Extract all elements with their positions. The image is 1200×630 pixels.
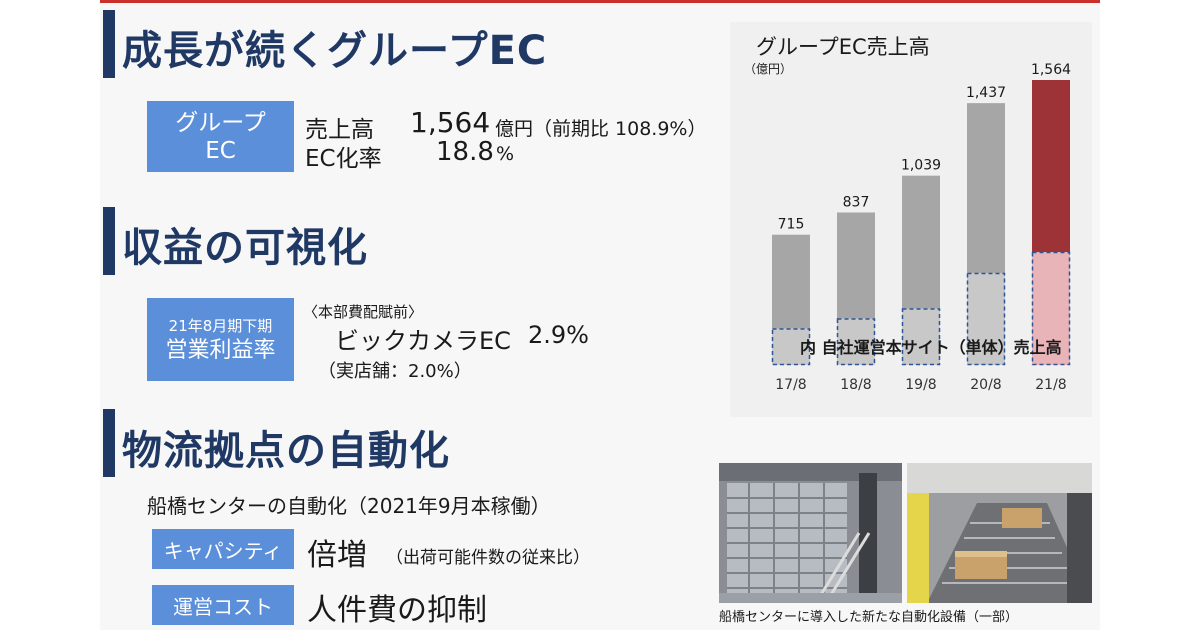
ec-ratio-value: 18.8 — [436, 137, 494, 167]
x-tick-label-18-8: 18/8 — [840, 377, 871, 393]
group-ec-box-line2: EC — [205, 137, 236, 164]
bar-own-site-outline — [771, 328, 811, 366]
ec-sales-chart: グループEC売上高 （億円） 715 17/8 837 18/8 1,039 19/8 1,… — [744, 35, 1071, 393]
funabashi-subtitle: 船橋センターの自動化（2021年9月本稼働） — [147, 494, 551, 518]
operating-cost-box: 運営コスト — [152, 585, 294, 625]
group-ec-box-line1: グループ — [175, 109, 266, 136]
bar-own-site-outline — [836, 318, 876, 366]
operating-cost-value: 人件費の抑制 — [307, 593, 487, 628]
top-accent-line — [100, 0, 1100, 3]
section-title-growth: 成長が続くグループEC — [122, 28, 548, 74]
photo-conveyor — [907, 463, 1092, 603]
allocation-note: 〈本部費配賦前〉 — [303, 303, 424, 321]
bar-own-site-17-8 — [772, 328, 810, 365]
chart-annotation: 内 自社運営本サイト（単体）売上高 — [800, 338, 1062, 357]
data-label-19-8: 1,039 — [901, 158, 941, 174]
section-bar — [103, 409, 115, 477]
bic-camera-ec-margin: 2.9% — [528, 321, 589, 349]
ec-ratio-label: EC化率 — [305, 146, 382, 172]
ec-ratio-suffix: % — [496, 143, 515, 165]
data-label-21-8: 1,564 — [1031, 62, 1071, 78]
sales-label: 売上高 — [305, 117, 374, 143]
data-label-17-8: 715 — [778, 217, 805, 233]
bar-own-site-outline — [966, 272, 1006, 366]
bar-own-site-outline — [1031, 251, 1071, 366]
sales-value: 1,564 — [410, 106, 491, 139]
chart-title: グループEC売上高 — [756, 35, 930, 59]
chart-panel: グループEC売上高 （億円） 715 17/8 837 18/8 1,039 19/8 1,… — [730, 22, 1092, 417]
capacity-box: キャパシティ — [152, 529, 294, 569]
physical-store-margin: （実店舗：2.0%） — [318, 361, 472, 382]
operating-margin-box-line2: 営業利益率 — [165, 337, 276, 363]
capacity-note: （出荷可能件数の従来比） — [386, 548, 590, 568]
bar-total-18-8 — [837, 212, 875, 319]
bar-own-site-18-8 — [837, 318, 875, 365]
data-label-18-8: 837 — [843, 194, 870, 210]
section-bar — [103, 207, 115, 275]
bar-own-site-21-8 — [1032, 252, 1070, 365]
capacity-value: 倍増 — [307, 538, 367, 573]
bic-camera-ec-label: ビックカメラEC — [335, 327, 511, 355]
operating-cost-box-label: 運営コスト — [173, 594, 273, 619]
capacity-box-label: キャパシティ — [163, 538, 283, 563]
bar-total-17-8 — [772, 234, 810, 329]
x-tick-label-19-8: 19/8 — [905, 377, 936, 393]
x-tick-label-20-8: 20/8 — [970, 377, 1001, 393]
group-ec-box: グループ EC — [147, 101, 294, 172]
operating-margin-box: 21年8月期下期 営業利益率 — [147, 298, 294, 381]
section-title-profit: 収益の可視化 — [122, 225, 368, 271]
data-label-20-8: 1,437 — [966, 85, 1006, 101]
x-tick-label-21-8: 21/8 — [1035, 377, 1066, 393]
bar-total-21-8 — [1032, 80, 1070, 253]
x-tick-label-17-8: 17/8 — [775, 377, 806, 393]
bar-total-20-8 — [967, 103, 1005, 273]
bar-own-site-20-8 — [967, 272, 1005, 365]
bar-own-site-19-8 — [902, 308, 940, 365]
bar-own-site-outline — [901, 308, 941, 366]
operating-margin-box-line1: 21年8月期下期 — [168, 316, 273, 335]
section-title-logistics: 物流拠点の自動化 — [122, 428, 450, 474]
bar-total-19-8 — [902, 175, 940, 309]
sales-suffix: 億円（前期比 108.9%） — [495, 118, 707, 140]
section-bar — [103, 10, 115, 78]
photo-shelving-rack — [719, 463, 902, 603]
photo-caption: 船橋センターに導入した新たな自動化設備（一部） — [719, 610, 1019, 625]
chart-unit: （億円） — [744, 62, 792, 76]
